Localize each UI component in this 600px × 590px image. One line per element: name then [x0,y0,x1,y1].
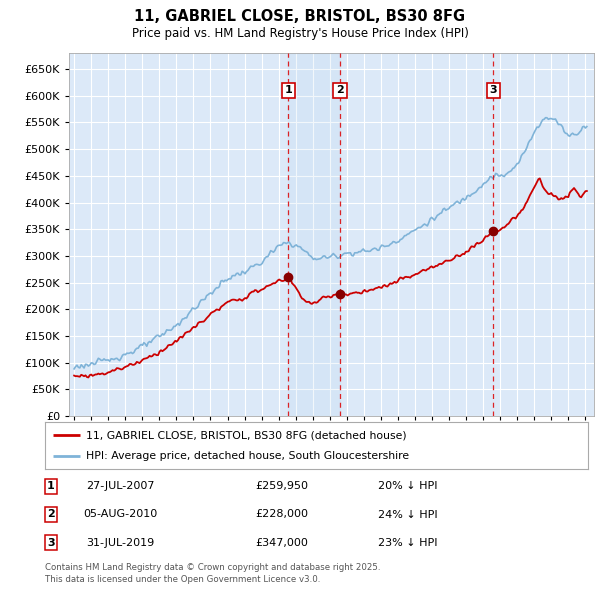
Text: 3: 3 [489,86,497,96]
Text: 20% ↓ HPI: 20% ↓ HPI [378,481,438,491]
Text: 1: 1 [284,86,292,96]
Text: 11, GABRIEL CLOSE, BRISTOL, BS30 8FG: 11, GABRIEL CLOSE, BRISTOL, BS30 8FG [134,9,466,24]
Text: Contains HM Land Registry data © Crown copyright and database right 2025.
This d: Contains HM Land Registry data © Crown c… [45,563,380,584]
Text: Price paid vs. HM Land Registry's House Price Index (HPI): Price paid vs. HM Land Registry's House … [131,27,469,40]
Text: £228,000: £228,000 [256,510,308,519]
Text: 23% ↓ HPI: 23% ↓ HPI [378,538,438,548]
Text: 11, GABRIEL CLOSE, BRISTOL, BS30 8FG (detached house): 11, GABRIEL CLOSE, BRISTOL, BS30 8FG (de… [86,430,406,440]
Text: 31-JUL-2019: 31-JUL-2019 [86,538,154,548]
Bar [289,53,340,416]
Text: 1: 1 [47,481,55,491]
Text: £259,950: £259,950 [256,481,308,491]
Text: 2: 2 [47,510,55,519]
Text: 24% ↓ HPI: 24% ↓ HPI [378,510,438,519]
Text: £347,000: £347,000 [256,538,308,548]
Text: 27-JUL-2007: 27-JUL-2007 [86,481,154,491]
Text: 05-AUG-2010: 05-AUG-2010 [83,510,157,519]
Text: HPI: Average price, detached house, South Gloucestershire: HPI: Average price, detached house, Sout… [86,451,409,461]
Text: 2: 2 [336,86,344,96]
Text: 3: 3 [47,538,55,548]
